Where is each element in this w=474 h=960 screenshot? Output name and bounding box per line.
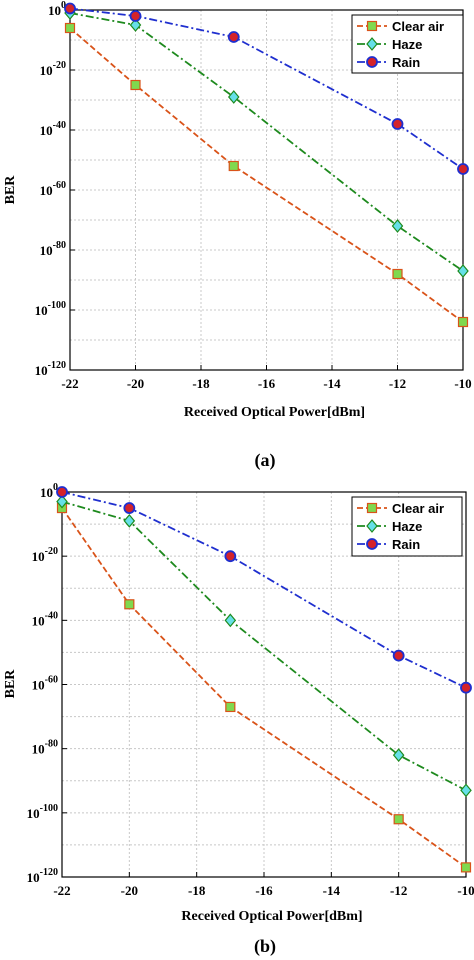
x-tick-label: -12	[390, 883, 407, 898]
legend-label: Rain	[392, 55, 420, 70]
x-tick-label: -16	[258, 376, 276, 391]
figure-caption: (b)	[254, 936, 276, 957]
chart-b: -22 -20 -18 -16 -14 -12 -10 100 10-20 10-40 10-60 1…	[3, 482, 474, 957]
data-point-haze	[392, 748, 405, 763]
data-point-rain	[460, 681, 472, 694]
x-tick-label: -10	[454, 376, 471, 391]
legend-label: Haze	[392, 37, 422, 52]
series-rain	[56, 486, 472, 694]
data-point-haze	[391, 219, 404, 233]
x-tick-label: -10	[457, 883, 474, 898]
data-point-haze	[227, 90, 240, 104]
x-tick-label: -22	[53, 883, 70, 898]
data-point-rain	[64, 2, 76, 15]
y-tick-label: 10-120	[35, 360, 66, 378]
data-point-haze	[56, 494, 68, 509]
x-tick-label: -22	[61, 376, 78, 391]
legend-label: Rain	[392, 537, 420, 552]
x-tick-label: -16	[255, 883, 273, 898]
x-tick-label: -18	[192, 376, 210, 391]
legend: Clear air Haze Rain	[351, 496, 463, 557]
y-tick-label: 10-40	[32, 610, 58, 628]
data-point-rain	[227, 31, 240, 43]
data-point-clear-air	[64, 22, 76, 34]
data-point-clear-air	[366, 20, 378, 32]
data-point-clear-air	[457, 316, 469, 328]
data-point-rain	[129, 10, 142, 22]
series-line	[69, 27, 464, 323]
x-tick-label: -20	[121, 883, 138, 898]
data-point-haze	[123, 513, 136, 528]
x-tick-label: -14	[323, 376, 341, 391]
y-tick-label: 10-20	[40, 60, 66, 78]
data-point-haze	[129, 18, 142, 32]
data-point-haze	[224, 613, 237, 628]
data-point-rain	[366, 56, 378, 68]
y-axis-label: BER	[3, 175, 18, 205]
y-axis-label: BER	[3, 669, 18, 699]
figure-caption: (a)	[255, 450, 276, 471]
data-point-haze	[366, 519, 378, 533]
x-tick-label: -12	[389, 376, 406, 391]
data-point-clear-air	[366, 502, 378, 514]
data-point-clear-air	[228, 160, 239, 172]
data-point-clear-air	[392, 268, 403, 280]
y-tick-label: 10-80	[32, 739, 58, 757]
data-point-rain	[123, 502, 136, 514]
data-point-clear-air	[460, 862, 472, 873]
y-tick-label: 10-100	[27, 803, 58, 821]
x-tick-label: -18	[188, 883, 206, 898]
data-point-rain	[366, 538, 378, 550]
y-tick-label: 10-60	[40, 180, 66, 198]
data-point-rain	[457, 163, 469, 175]
data-point-rain	[392, 649, 405, 662]
data-point-haze	[366, 37, 378, 51]
data-point-clear-air	[393, 814, 404, 825]
data-point-clear-air	[225, 701, 236, 713]
data-point-rain	[391, 118, 404, 130]
data-point-rain	[224, 550, 237, 563]
series-rain	[64, 2, 469, 175]
legend-label: Clear air	[392, 501, 444, 516]
y-tick-label: 10-100	[35, 300, 66, 318]
y-tick-label: 100	[40, 482, 58, 500]
chart-a: -22 -20 -18 -16 -14 -12 -10 100 10-20 10-40 10-60 1…	[3, 0, 472, 471]
series-clear-air	[64, 22, 469, 328]
y-tick-label: 10-60	[32, 675, 58, 693]
legend-label: Haze	[392, 519, 422, 534]
series-haze	[56, 494, 472, 798]
legend-label: Clear air	[392, 19, 444, 34]
x-tick-label: -14	[323, 883, 341, 898]
x-axis-label: Received Optical Power[dBm]	[184, 405, 365, 420]
data-point-haze	[460, 783, 472, 798]
y-tick-label: 10-120	[27, 867, 58, 885]
legend: Clear air Haze Rain	[351, 14, 464, 74]
y-tick-label: 100	[48, 0, 66, 18]
data-point-haze	[457, 264, 469, 278]
x-axis-label: Received Optical Power[dBm]	[181, 909, 362, 924]
y-tick-label: 10-80	[40, 240, 66, 258]
data-point-rain	[56, 486, 68, 498]
data-point-clear-air	[130, 79, 141, 91]
y-tick-label: 10-40	[40, 120, 66, 138]
data-point-clear-air	[124, 599, 135, 610]
x-tick-label: -20	[127, 376, 144, 391]
y-tick-label: 10-20	[32, 546, 58, 564]
